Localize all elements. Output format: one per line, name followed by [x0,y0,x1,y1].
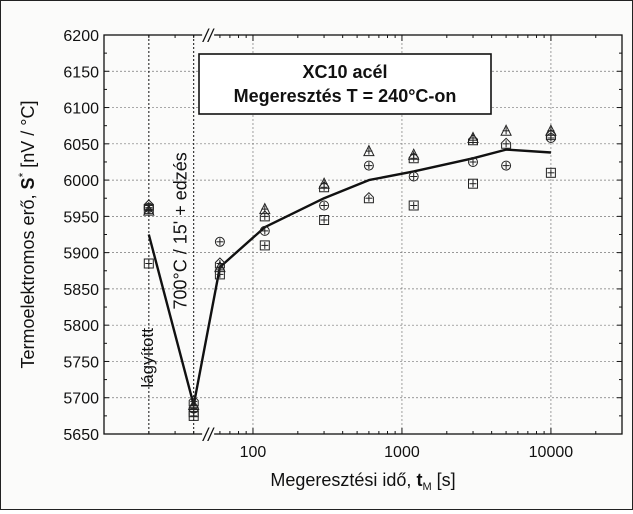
y-tick-label: 6150 [63,64,99,81]
stage-label: lágyított [138,328,157,388]
y-tick-label: 5650 [63,427,99,444]
data-point [363,160,374,171]
house-marker [468,133,478,146]
y-axis-label-superscript: * [16,172,30,177]
x-tick-label: 10000 [529,444,574,461]
circle-marker [259,225,270,236]
axis-ticks: 5650 5700 5750 5800 5850 5900 5950 6000 6050 6100… [63,26,623,461]
data-point [408,200,419,211]
x-axis-label-text: Megeresztési idő, [270,470,416,490]
x-axis-label: Megeresztési idő, tM [s] [270,470,455,493]
data-point [545,128,556,141]
house-marker [408,152,419,164]
y-tick-label: 6050 [63,137,99,154]
data-point [319,215,330,225]
y-axis-label-symbol: S [18,177,38,189]
square-marker [468,178,478,189]
y-axis-label: Termoelektromos erő, S* [nV / °C] [16,101,38,369]
house-marker [545,128,556,141]
data-point [363,191,374,204]
house-marker [214,257,225,269]
axis-break-mark: // [201,26,215,46]
data-point [188,395,199,407]
data-point [468,178,478,189]
y-tick-label: 5900 [63,246,99,263]
y-tick-label: 6100 [63,101,99,118]
data-point [500,124,512,136]
house-marker [319,181,330,193]
circle-marker [408,171,419,182]
title-box-frame [198,53,492,115]
data-point [258,202,271,215]
data-point [501,137,512,149]
y-tick-label: 6200 [63,28,99,45]
x-tick-label: 100 [240,444,267,461]
trend-line [147,148,551,407]
stage-label: 700°C / 15' + edzés [171,152,191,309]
circle-marker [363,160,374,171]
house-marker [259,210,270,222]
y-tick-label: 6000 [63,173,99,190]
axis-break-gap [202,427,215,441]
chart-title-line: XC10 acél [302,62,387,82]
y-tick-label: 5750 [63,354,99,371]
data-point [259,240,270,251]
circle-marker [319,200,330,211]
x-axis-label-subscript: M [422,481,431,493]
axis-break-mark: // [201,425,215,445]
stage-markers: lágyított 700°C / 15' + edzés [138,35,195,434]
data-point [468,133,478,146]
data-point [143,199,154,211]
square-marker [319,215,330,225]
x-axis-label-symbol: t [416,470,422,490]
data-point [501,160,512,171]
axis-labels: Megeresztési idő, tM [s] Termoelektromos … [16,101,456,493]
square-marker [143,258,154,269]
y-tick-label: 5950 [63,209,99,226]
y-tick-label: 5700 [63,391,99,408]
data-point [363,144,375,157]
y-axis-label-text: Termoelektromos erő, [18,189,38,368]
chart-title-line: Megeresztés T = 240°C-on [234,86,457,106]
circle-marker [214,236,225,247]
grid [104,35,622,434]
title-box: XC10 acél Megeresztés T = 240°C-on [198,53,492,115]
data-point [468,157,478,167]
data-point [259,225,270,236]
square-marker [408,200,419,211]
data-point [545,167,556,178]
square-marker [259,240,270,251]
data-point [214,257,225,269]
square-marker [545,167,556,178]
data-point [143,258,154,269]
circle-marker [501,160,512,171]
house-marker [188,395,199,407]
y-tick-label: 5800 [63,318,99,335]
y-tick-label: 5850 [63,282,99,299]
y-axis-label-unit: [nV / °C] [18,101,38,173]
data-point [408,171,419,182]
trend-line-group [147,148,551,407]
data-point [259,210,270,222]
house-marker [501,137,512,149]
data-point [408,152,419,164]
x-axis-label-unit: [s] [432,470,456,490]
data-points [142,124,557,421]
circle-marker [468,157,478,167]
data-point [319,200,330,211]
x-tick-label: 1000 [384,444,420,461]
data-point [319,181,330,193]
axis-break-gap [202,28,215,42]
data-point [214,236,225,247]
house-marker [363,191,374,204]
house-marker [143,199,154,211]
